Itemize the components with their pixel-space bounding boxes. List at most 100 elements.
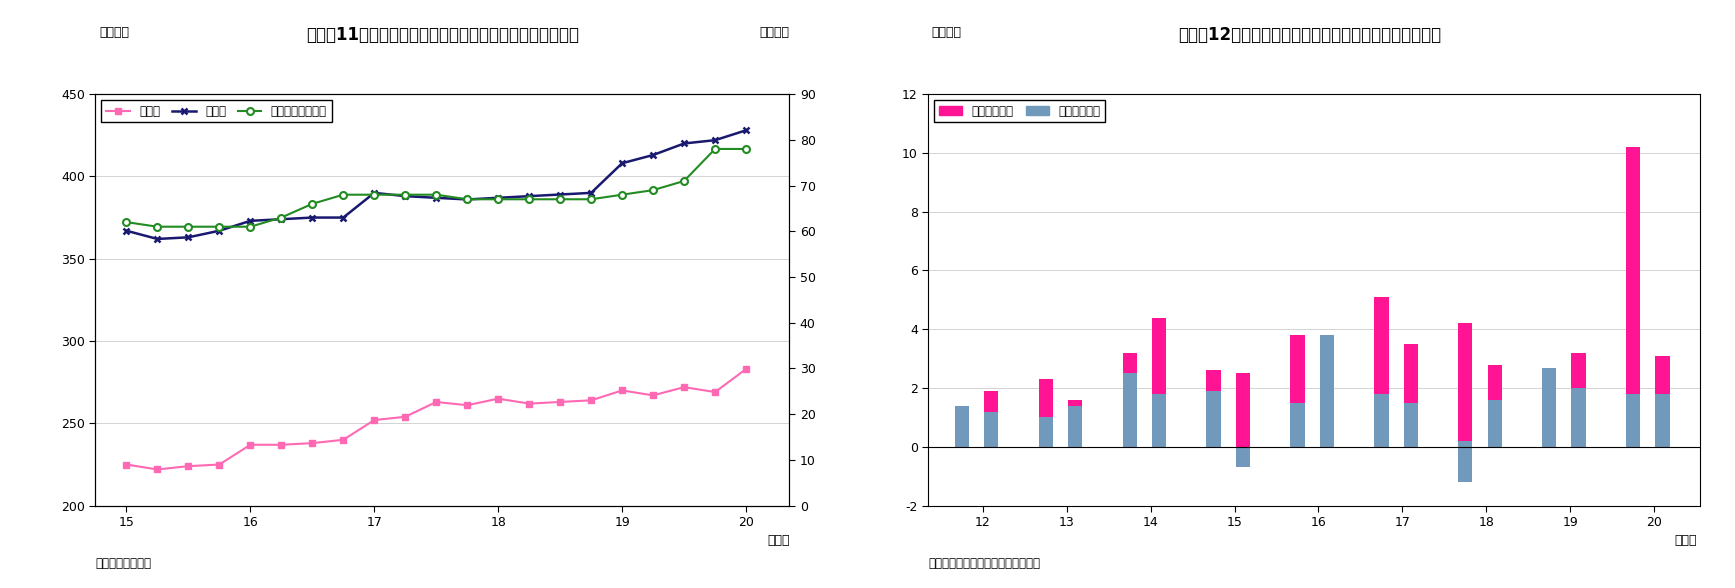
現預金 [736,366,756,373]
債務証券（右軸） [673,178,694,185]
債務証券（右軸） [736,145,756,152]
現預金 [179,463,200,470]
借入金 [425,194,446,201]
Bar [1572,353,1586,447]
現預金 [239,441,260,448]
Bar [1152,394,1166,447]
Bar [1457,323,1473,447]
Bar [1487,400,1503,447]
債務証券（右軸） [519,196,540,203]
現預金 [147,466,168,473]
現預金 [208,461,229,468]
Bar [1457,447,1473,482]
債務証券（右軸） [333,191,354,198]
Bar [1291,403,1305,447]
Text: （年）: （年） [767,534,789,547]
Line: 借入金: 借入金 [123,127,750,242]
現預金 [581,397,602,404]
借入金 [673,140,694,147]
Bar [954,407,968,447]
債務証券（右軸） [550,196,571,203]
債務証券（右軸） [147,223,168,230]
借入金 [550,191,571,198]
Bar [1069,406,1083,447]
Bar [1626,394,1640,447]
Text: （兆円）: （兆円） [760,26,789,39]
現預金 [642,392,663,399]
Bar [1374,394,1388,447]
借入金 [147,235,168,242]
Bar [984,412,998,447]
Line: 債務証券（右軸）: 債務証券（右軸） [123,145,750,230]
Text: （図表12）民間非金融法人の対外投資額（資金フロー）: （図表12）民間非金融法人の対外投資額（資金フロー） [1178,26,1442,45]
Bar [1123,373,1136,447]
借入金 [519,193,540,200]
Bar [1487,365,1503,447]
現預金 [550,399,571,406]
Legend: 対外直接投資, 対外証券投資: 対外直接投資, 対外証券投資 [933,100,1105,122]
債務証券（右軸） [271,214,291,221]
現預金 [519,400,540,407]
借入金 [271,216,291,223]
Bar [1152,318,1166,447]
債務証券（右軸） [704,145,725,152]
債務証券（右軸） [642,186,663,193]
Bar [1572,388,1586,447]
現預金 [396,413,416,420]
現預金 [456,402,477,409]
借入金 [642,152,663,159]
債務証券（右軸） [364,191,385,198]
借入金 [116,227,137,234]
債務証券（右軸） [179,223,200,230]
借入金 [302,214,323,221]
借入金 [179,234,200,241]
Bar [1626,147,1640,447]
Bar [1655,394,1669,447]
債務証券（右軸） [239,223,260,230]
借入金 [612,160,633,167]
借入金 [208,227,229,234]
債務証券（右軸） [612,191,633,198]
Text: （資料）日本銀行: （資料）日本銀行 [95,557,151,570]
Bar [1206,391,1221,447]
債務証券（右軸） [396,191,416,198]
Bar [1374,297,1388,447]
借入金 [581,189,602,196]
現預金 [116,461,137,468]
Bar [1320,335,1334,447]
Legend: 現預金, 借入金, 債務証券（右軸）: 現預金, 借入金, 債務証券（右軸） [101,100,331,122]
Line: 現預金: 現預金 [123,366,750,473]
Bar [1039,379,1053,447]
借入金 [333,214,354,221]
Bar [1206,370,1221,447]
Bar [1235,447,1249,467]
Bar [1069,400,1083,447]
債務証券（右軸） [116,219,137,226]
現預金 [271,441,291,448]
Bar [1542,368,1556,447]
借入金 [488,194,508,201]
Bar [1235,373,1249,447]
現預金 [302,440,323,447]
Bar [1123,353,1136,447]
現預金 [673,383,694,390]
Text: （兆円）: （兆円） [99,26,128,39]
Text: （図表11）民間非金融法人の現預金・借入・債務証券残高: （図表11）民間非金融法人の現預金・借入・債務証券残高 [305,26,579,45]
Bar [1320,359,1334,447]
現預金 [425,399,446,406]
現預金 [364,416,385,423]
借入金 [704,136,725,143]
債務証券（右軸） [425,191,446,198]
借入金 [364,189,385,196]
Bar [1039,417,1053,447]
借入金 [239,218,260,225]
Bar [1542,382,1556,447]
債務証券（右軸） [302,201,323,208]
現預金 [704,389,725,396]
債務証券（右軸） [456,196,477,203]
Text: （資料）日本銀行「資金循環統計」: （資料）日本銀行「資金循環統計」 [928,557,1041,570]
Bar [1457,441,1473,447]
債務証券（右軸） [488,196,508,203]
現預金 [333,436,354,443]
債務証券（右軸） [208,223,229,230]
